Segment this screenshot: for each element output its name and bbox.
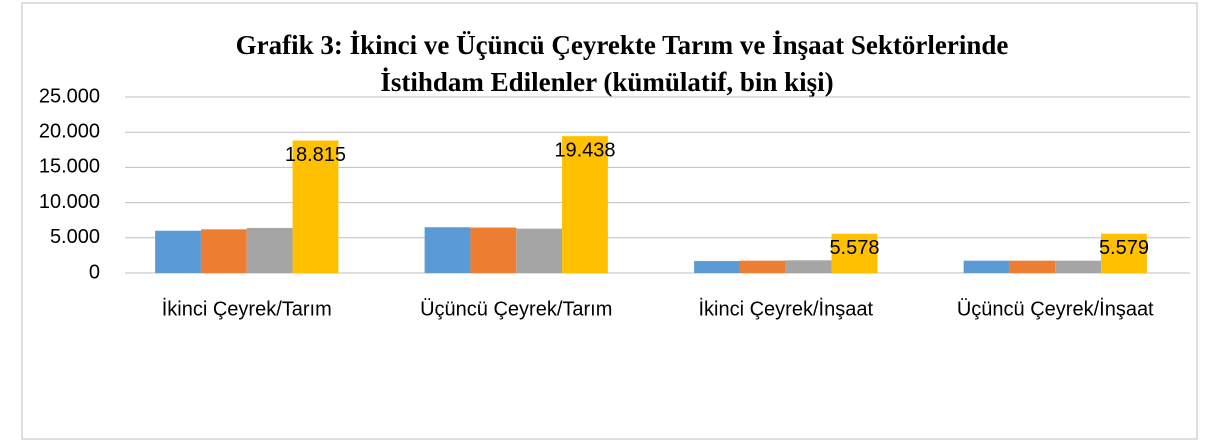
bar	[1101, 233, 1147, 273]
x-tick-label: İkinci Çeyrek/Tarım	[162, 297, 332, 320]
bar	[785, 260, 832, 273]
data-label: 5.578	[829, 237, 879, 259]
bar	[562, 136, 608, 273]
y-tick-label: 0	[89, 261, 100, 283]
bar	[963, 260, 1010, 273]
bar	[424, 227, 471, 273]
y-tick-label: 25.000	[39, 85, 100, 107]
y-tick-label: 10.000	[39, 191, 100, 213]
chart-border	[21, 2, 1198, 440]
bar	[1055, 260, 1102, 273]
chart-title: Grafik 3: İkinci ve Üçüncü Çeyrekte Tarı…	[236, 30, 1009, 60]
bar	[516, 228, 563, 273]
x-tick-label: Üçüncü Çeyrek/Tarım	[420, 298, 612, 320]
data-label: 5.579	[1099, 237, 1149, 259]
chart-title: İstihdam Edilenler (kümülatif, bin kişi)	[380, 67, 833, 97]
bar	[292, 140, 339, 273]
data-label: 18.815	[285, 144, 346, 166]
bar	[739, 260, 786, 273]
data-label: 19.438	[554, 139, 615, 161]
bar	[246, 227, 293, 273]
y-tick-label: 20.000	[39, 120, 100, 142]
bar	[200, 229, 247, 273]
bar	[694, 261, 740, 273]
y-tick-label: 15.000	[39, 156, 100, 178]
bar	[831, 233, 878, 273]
bar	[1009, 260, 1056, 273]
bar	[470, 227, 517, 273]
y-tick-label: 5.000	[50, 226, 100, 248]
x-tick-label: Üçüncü Çeyrek/İnşaat	[957, 297, 1154, 320]
x-tick-label: İkinci Çeyrek/İnşaat	[698, 297, 873, 320]
bar	[155, 230, 201, 273]
